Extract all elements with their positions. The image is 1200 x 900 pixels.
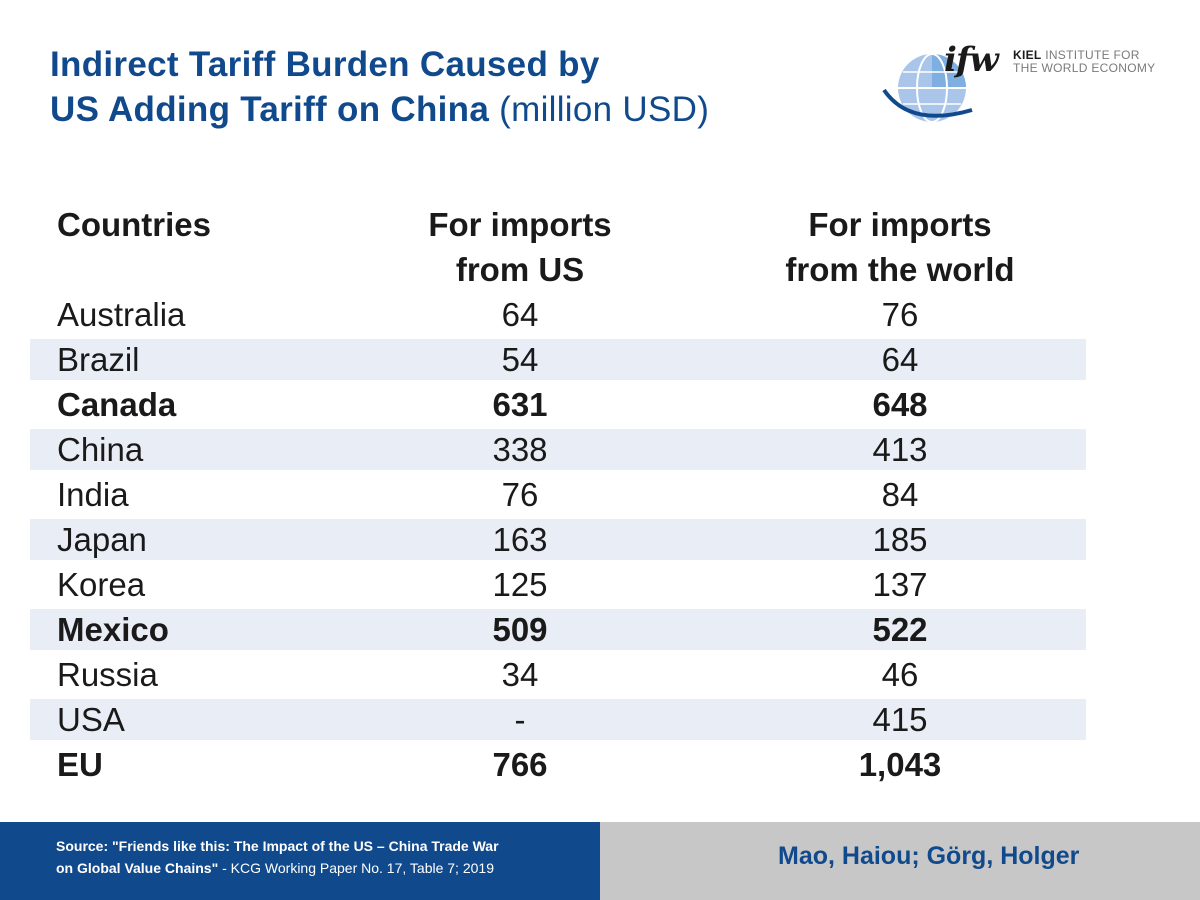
logo-mark: ifw <box>944 40 999 80</box>
table-row: Russia 34 46 <box>30 652 1086 697</box>
logo-text-kiel: KIEL <box>1013 48 1042 62</box>
cell-imports-from-world: 522 <box>872 610 928 648</box>
cell-imports-from-us: 76 <box>501 475 539 513</box>
cell-country: Russia <box>57 655 158 693</box>
cell-imports-from-world: 413 <box>872 430 928 468</box>
table-body: Australia 64 76 Brazil 54 64 Canada 631 648 China… <box>30 292 1086 787</box>
ifw-logo: ifw KIEL INSTITUTE FOR THE WORLD ECONOMY <box>880 40 1160 140</box>
globe-icon <box>882 53 973 123</box>
cell-country: EU <box>57 745 103 783</box>
header-imports-from-us: For imports from US <box>347 202 693 292</box>
cell-country: China <box>57 430 144 468</box>
table-header: Countries For imports from US For import… <box>30 200 1086 292</box>
cell-country: India <box>57 475 129 513</box>
title-line-2: US Adding Tariff on China (million USD) <box>50 87 870 132</box>
table-row: EU 766 1,043 <box>30 742 1086 787</box>
page-title: Indirect Tariff Burden Caused by US Addi… <box>50 42 870 132</box>
tariff-table: Countries For imports from US For import… <box>30 200 1086 787</box>
source-title-2: on Global Value Chains" <box>56 860 219 876</box>
header-world-line-1: For imports <box>808 206 992 243</box>
cell-imports-from-us: 338 <box>492 430 548 468</box>
source-title-1: Source: "Friends like this: The Impact o… <box>56 838 499 854</box>
table-row: Canada 631 648 <box>30 382 1086 427</box>
cell-imports-from-us: 54 <box>501 340 539 378</box>
cell-imports-from-us: 64 <box>501 295 539 333</box>
cell-imports-from-world: 137 <box>872 565 928 603</box>
table-row: India 76 84 <box>30 472 1086 517</box>
header-us-line-1: For imports <box>428 206 612 243</box>
header-world-line-2: from the world <box>785 251 1015 288</box>
cell-country: Mexico <box>57 610 169 648</box>
cell-country: Canada <box>57 385 177 423</box>
table-row: Japan 163 185 <box>30 519 1086 560</box>
footer-source-panel <box>0 822 614 900</box>
header-imports-from-world: For imports from the world <box>693 202 1107 292</box>
table-row: Australia 64 76 <box>30 292 1086 337</box>
header-us-line-2: from US <box>455 251 585 288</box>
cell-imports-from-us: 631 <box>492 385 548 423</box>
cell-imports-from-world: 415 <box>872 700 928 738</box>
table-row: Brazil 54 64 <box>30 339 1086 380</box>
header-countries: Countries <box>57 206 212 243</box>
cell-country: Korea <box>57 565 146 603</box>
table-row: Korea 125 137 <box>30 562 1086 607</box>
table-row: China 338 413 <box>30 429 1086 470</box>
cell-country: Australia <box>57 295 186 333</box>
cell-imports-from-world: 64 <box>881 340 919 378</box>
source-details: - KCG Working Paper No. 17, Table 7; 201… <box>218 860 494 876</box>
cell-imports-from-world: 76 <box>881 295 919 333</box>
cell-imports-from-world: 648 <box>872 385 928 423</box>
cell-imports-from-world: 46 <box>881 655 919 693</box>
title-line-1: Indirect Tariff Burden Caused by <box>50 45 600 84</box>
cell-imports-from-us: 163 <box>492 520 548 558</box>
authors: Mao, Haiou; Görg, Holger <box>778 842 1080 870</box>
source-citation: Source: "Friends like this: The Impact o… <box>56 835 601 879</box>
table-row: USA - 415 <box>30 699 1086 740</box>
table-row: Mexico 509 522 <box>30 609 1086 650</box>
cell-country: Brazil <box>57 340 140 378</box>
cell-imports-from-world: 84 <box>881 475 919 513</box>
cell-imports-from-us: - <box>514 700 526 738</box>
footer-authors-panel <box>600 822 1200 900</box>
cell-imports-from-world: 185 <box>872 520 928 558</box>
cell-imports-from-us: 766 <box>492 745 548 783</box>
cell-imports-from-us: 34 <box>501 655 539 693</box>
logo-text-line-1: KIEL INSTITUTE FOR <box>1013 48 1140 62</box>
cell-imports-from-us: 125 <box>492 565 548 603</box>
logo-text-institute: INSTITUTE FOR <box>1045 48 1140 62</box>
cell-country: USA <box>57 700 125 738</box>
title-unit: (million USD) <box>499 90 710 129</box>
logo-text-line-2: THE WORLD ECONOMY <box>1013 61 1156 75</box>
cell-country: Japan <box>57 520 147 558</box>
cell-imports-from-us: 509 <box>492 610 548 648</box>
title-line-2-text: US Adding Tariff on China <box>50 90 490 129</box>
cell-imports-from-world: 1,043 <box>858 745 942 783</box>
